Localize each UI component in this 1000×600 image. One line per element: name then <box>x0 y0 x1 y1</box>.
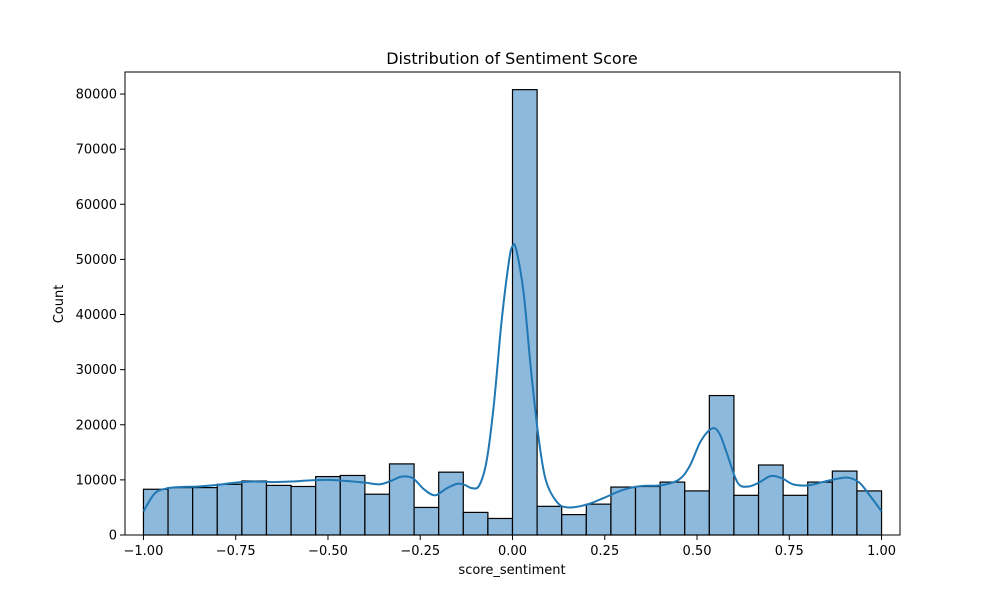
y-tick-label: 40000 <box>76 308 117 323</box>
histogram-bar <box>315 475 341 536</box>
histogram-bar <box>536 505 563 536</box>
histogram-bar <box>290 485 317 536</box>
histogram-bar <box>388 463 415 536</box>
y-tick-label: 30000 <box>76 363 117 378</box>
x-tick-label: 0.50 <box>683 544 712 559</box>
y-tick-label: 60000 <box>76 198 117 213</box>
y-axis-label: Count <box>52 285 67 324</box>
histogram-bar <box>438 471 464 536</box>
histogram-bar <box>241 480 268 536</box>
kde-curve <box>142 243 883 512</box>
x-tick-label: −1.00 <box>124 544 164 559</box>
histogram-bars <box>142 89 883 536</box>
y-tick-label: 80000 <box>76 88 117 103</box>
y-tick-label: 10000 <box>76 473 117 488</box>
histogram-bar <box>856 490 883 536</box>
histogram-bar <box>167 486 194 536</box>
y-tick-label: 50000 <box>76 253 117 268</box>
x-tick-label: 0.75 <box>775 544 804 559</box>
histogram-bar <box>561 514 587 536</box>
histogram-bar <box>339 474 366 536</box>
histogram-bar <box>216 483 243 536</box>
x-tick-label: 1.00 <box>867 544 896 559</box>
x-tick-label: 0.25 <box>590 544 619 559</box>
histogram-bar <box>364 493 391 536</box>
x-tick-label: −0.75 <box>216 544 256 559</box>
histogram-bar <box>831 470 858 536</box>
x-tick-label: −0.50 <box>308 544 348 559</box>
y-tick-label: 20000 <box>76 418 117 433</box>
y-tick-label: 0 <box>109 529 117 544</box>
histogram-bar <box>684 490 710 536</box>
x-tick-label: 0.00 <box>498 544 527 559</box>
histogram-bar <box>142 488 169 536</box>
histogram-bar <box>487 517 514 536</box>
y-axis-ticks: 0 10000 20000 30000 40000 50000 60000 70000 8000… <box>76 88 125 544</box>
histogram-bar <box>659 481 686 536</box>
histogram-bar <box>413 506 440 536</box>
histogram-bar <box>634 485 661 536</box>
histogram-bar <box>462 511 489 536</box>
chart-title: Distribution of Sentiment Score <box>386 49 638 68</box>
y-tick-label: 70000 <box>76 143 117 158</box>
histogram-bar <box>265 484 292 536</box>
histogram-bar <box>782 494 809 536</box>
histogram-bar <box>733 494 760 536</box>
x-axis-label: score_sentiment <box>458 563 565 578</box>
histogram-bar <box>807 481 833 536</box>
x-axis-ticks: −1.00 −0.75 −0.50 −0.25 0.00 0.25 0.50 0.75 1.00 <box>124 535 896 559</box>
histogram-bar <box>585 503 612 536</box>
x-tick-label: −0.25 <box>400 544 440 559</box>
histogram-bar <box>192 486 218 536</box>
